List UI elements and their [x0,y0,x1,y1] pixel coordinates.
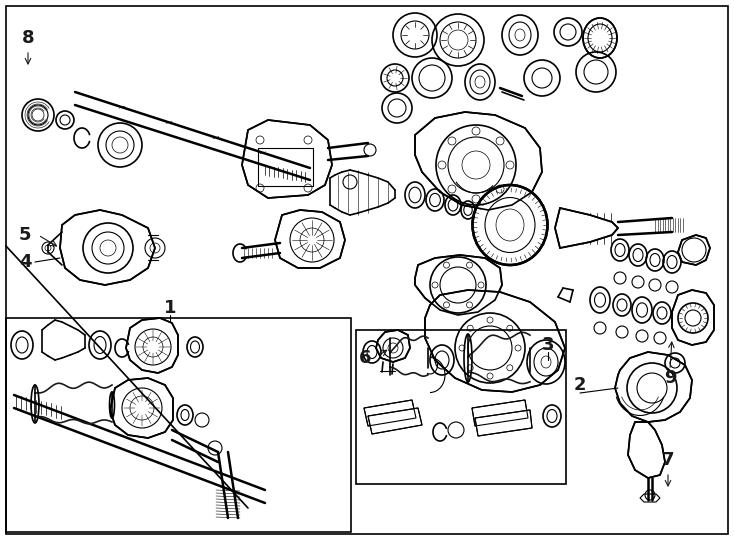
Text: 5: 5 [19,226,32,244]
Text: 6: 6 [359,349,371,367]
Polygon shape [415,255,502,315]
Polygon shape [110,378,173,438]
Polygon shape [275,210,345,268]
Text: 2: 2 [574,376,586,394]
Polygon shape [415,112,542,210]
Text: 4: 4 [19,253,32,271]
Text: 9: 9 [664,369,676,387]
Polygon shape [126,318,178,373]
Polygon shape [60,210,155,285]
Text: 1: 1 [164,299,176,317]
Bar [356,330,566,484]
Polygon shape [555,208,618,248]
Ellipse shape [473,185,548,265]
Polygon shape [364,400,416,426]
Ellipse shape [583,18,617,58]
Text: 7: 7 [662,451,675,469]
Polygon shape [678,235,710,265]
Polygon shape [242,120,332,198]
Polygon shape [628,422,665,478]
Text: 3: 3 [542,336,554,354]
Polygon shape [475,410,532,436]
Polygon shape [368,408,422,434]
Polygon shape [672,290,714,345]
Polygon shape [615,352,692,422]
Bar [258,148,313,186]
Polygon shape [472,400,528,426]
Text: 8: 8 [22,29,34,47]
Polygon shape [425,290,565,392]
Bar [6,318,351,532]
Polygon shape [376,330,410,362]
